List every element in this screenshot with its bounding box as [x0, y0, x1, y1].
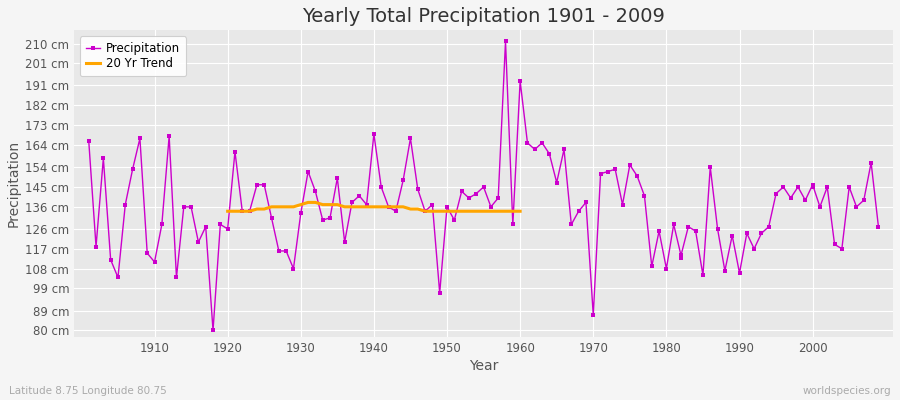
Y-axis label: Precipitation: Precipitation	[7, 140, 21, 227]
20 Yr Trend	[427, 209, 437, 214]
Precipitation	[873, 224, 884, 229]
20 Yr Trend	[456, 209, 467, 214]
20 Yr Trend	[464, 209, 474, 214]
Line: Precipitation: Precipitation	[87, 40, 880, 332]
Text: worldspecies.org: worldspecies.org	[803, 386, 891, 396]
Precipitation	[354, 193, 364, 198]
20 Yr Trend	[222, 209, 233, 214]
20 Yr Trend	[244, 209, 255, 214]
20 Yr Trend	[237, 209, 248, 214]
20 Yr Trend	[332, 202, 343, 207]
20 Yr Trend	[368, 204, 379, 209]
20 Yr Trend	[485, 209, 496, 214]
20 Yr Trend	[376, 204, 387, 209]
Precipitation	[522, 140, 533, 145]
20 Yr Trend	[435, 209, 446, 214]
20 Yr Trend	[310, 200, 320, 205]
20 Yr Trend	[405, 207, 416, 212]
20 Yr Trend	[295, 202, 306, 207]
20 Yr Trend	[391, 204, 401, 209]
20 Yr Trend	[508, 209, 518, 214]
X-axis label: Year: Year	[469, 359, 499, 373]
20 Yr Trend	[500, 209, 511, 214]
20 Yr Trend	[281, 204, 292, 209]
20 Yr Trend	[251, 207, 262, 212]
Legend: Precipitation, 20 Yr Trend: Precipitation, 20 Yr Trend	[80, 36, 186, 76]
20 Yr Trend	[346, 204, 357, 209]
Precipitation	[529, 147, 540, 152]
20 Yr Trend	[471, 209, 482, 214]
Precipitation	[84, 138, 94, 143]
20 Yr Trend	[354, 204, 364, 209]
20 Yr Trend	[302, 200, 313, 205]
20 Yr Trend	[442, 209, 453, 214]
20 Yr Trend	[325, 202, 336, 207]
20 Yr Trend	[361, 204, 372, 209]
20 Yr Trend	[339, 204, 350, 209]
Precipitation	[208, 328, 219, 333]
20 Yr Trend	[259, 207, 270, 212]
20 Yr Trend	[398, 204, 409, 209]
Text: Latitude 8.75 Longitude 80.75: Latitude 8.75 Longitude 80.75	[9, 386, 166, 396]
20 Yr Trend	[412, 207, 423, 212]
20 Yr Trend	[478, 209, 489, 214]
Precipitation	[617, 202, 628, 207]
Line: 20 Yr Trend: 20 Yr Trend	[228, 202, 520, 211]
20 Yr Trend	[266, 204, 277, 209]
20 Yr Trend	[419, 209, 430, 214]
20 Yr Trend	[515, 209, 526, 214]
Precipitation	[500, 39, 511, 44]
20 Yr Trend	[274, 204, 284, 209]
20 Yr Trend	[449, 209, 460, 214]
20 Yr Trend	[230, 209, 240, 214]
Precipitation	[142, 251, 153, 256]
20 Yr Trend	[318, 202, 328, 207]
Title: Yearly Total Precipitation 1901 - 2009: Yearly Total Precipitation 1901 - 2009	[302, 7, 665, 26]
Precipitation	[310, 189, 320, 194]
20 Yr Trend	[288, 204, 299, 209]
20 Yr Trend	[493, 209, 504, 214]
20 Yr Trend	[383, 204, 394, 209]
